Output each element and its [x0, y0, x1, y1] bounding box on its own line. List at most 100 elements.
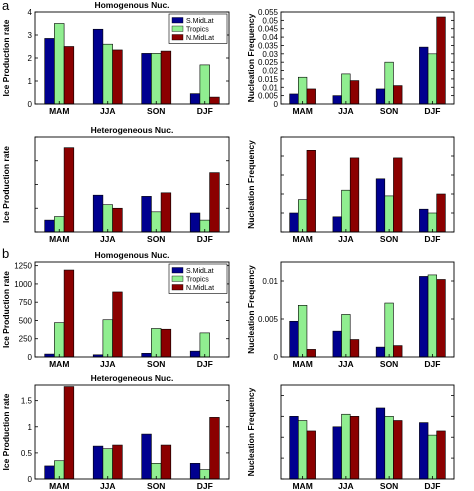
legend-swatch [171, 275, 184, 282]
y-axis-label: Ice Production rate [1, 19, 11, 96]
bar [427, 274, 437, 358]
bar [112, 207, 123, 233]
bar [141, 433, 152, 480]
bar [393, 85, 403, 105]
legend-label: S.MidLat [186, 268, 214, 275]
bar [209, 172, 220, 233]
bar [112, 291, 123, 358]
y-axis-label: Nucleation Frequency [246, 140, 256, 229]
bar [92, 445, 104, 480]
chart-title: Homogenous Nuc. [94, 250, 169, 260]
bar [306, 349, 316, 358]
chart-4: MAM JJA SON DJF Nucleation Frequency [246, 136, 455, 244]
plot-frame [34, 136, 230, 233]
x-tick-label: SON [147, 106, 165, 116]
x-tick-label: DJF [197, 106, 213, 116]
y-tick-label: 1000 [14, 280, 32, 289]
bar [102, 448, 113, 480]
chart-8: MAM JJA SON DJF Nucleation Frequency [246, 384, 455, 491]
plot-frame [280, 136, 455, 233]
bar [341, 413, 351, 480]
x-tick-label: JJA [338, 234, 354, 244]
bar [160, 50, 172, 105]
y-tick-label: 1250 [14, 262, 32, 271]
bar [341, 73, 351, 105]
y-tick-label: 0.04 [262, 33, 278, 42]
bar [189, 93, 201, 105]
bar [102, 43, 113, 105]
bar [297, 420, 308, 480]
bar [349, 416, 360, 480]
bar [289, 93, 299, 105]
x-tick-label: SON [380, 106, 398, 116]
bar [349, 157, 360, 233]
x-tick-label: SON [380, 359, 398, 369]
y-tick-label: 0.02 [262, 67, 278, 76]
bar [112, 49, 123, 105]
bar [63, 147, 75, 233]
chart-7: 0 0.5 1 1.5 MAM JJA SON DJF Heterogeneous Nuc. Ic… [1, 373, 230, 491]
bar [419, 46, 429, 105]
x-tick-label: JJA [100, 234, 116, 244]
bar [44, 465, 55, 480]
y-tick-label: 0.045 [258, 25, 279, 34]
y-tick-label: 1.5 [21, 397, 33, 406]
bar [102, 319, 113, 358]
bar [54, 322, 65, 358]
bar [141, 53, 152, 105]
bar [151, 211, 162, 233]
y-axis-label: Nucleation Frequency [246, 13, 256, 102]
legend-swatch [171, 34, 184, 41]
bar [384, 61, 394, 105]
bar [44, 219, 55, 233]
bar [112, 444, 123, 480]
legend-label: N.MidLat [186, 285, 214, 292]
legend-label: N.MidLat [186, 35, 214, 42]
y-tick-label: 0.5 [21, 449, 33, 458]
y-tick-label: 0 [28, 475, 33, 484]
legend-label: Tropics [186, 27, 209, 34]
y-tick-label: 250 [19, 335, 33, 344]
y-tick-label: 4 [28, 8, 33, 17]
plot-frame [34, 384, 230, 480]
y-tick-label: 0.005 [258, 92, 279, 101]
legend-swatch [171, 284, 184, 291]
bar [199, 332, 210, 358]
bar [349, 339, 360, 358]
bar [289, 320, 299, 358]
plot-frame [280, 384, 455, 480]
bar [141, 196, 152, 233]
y-axis-label: Nucleation Frequency [246, 265, 256, 354]
legend-swatch [171, 267, 184, 274]
bar [306, 150, 316, 233]
bar [384, 302, 394, 358]
x-tick-label: SON [147, 359, 165, 369]
bar [427, 434, 437, 480]
plot-frame [34, 11, 230, 105]
x-tick-label: JJA [338, 359, 354, 369]
y-tick-label: 0.035 [258, 41, 279, 50]
bar [92, 194, 104, 233]
bar [332, 216, 342, 233]
x-tick-label: DJF [197, 359, 213, 369]
x-tick-label: DJF [197, 481, 213, 491]
panel-label-b: b [2, 246, 10, 261]
plot-frame [280, 261, 455, 358]
bar [297, 76, 308, 105]
y-tick-label: 0 [274, 353, 279, 362]
bar [63, 386, 75, 480]
bar [189, 463, 201, 480]
bar [297, 199, 308, 233]
bar [199, 64, 210, 105]
x-tick-label: DJF [424, 234, 440, 244]
y-tick-label: 0 [28, 100, 33, 109]
y-tick-label: 1 [28, 77, 33, 86]
bar [92, 28, 104, 105]
chart-title: Homogenous Nuc. [94, 0, 169, 10]
y-axis-label: Ice Production rate [1, 271, 11, 348]
y-tick-label: 0.055 [258, 8, 279, 17]
bar [332, 330, 342, 358]
panel-label-a: a [2, 0, 10, 13]
y-tick-label: 500 [19, 316, 33, 325]
